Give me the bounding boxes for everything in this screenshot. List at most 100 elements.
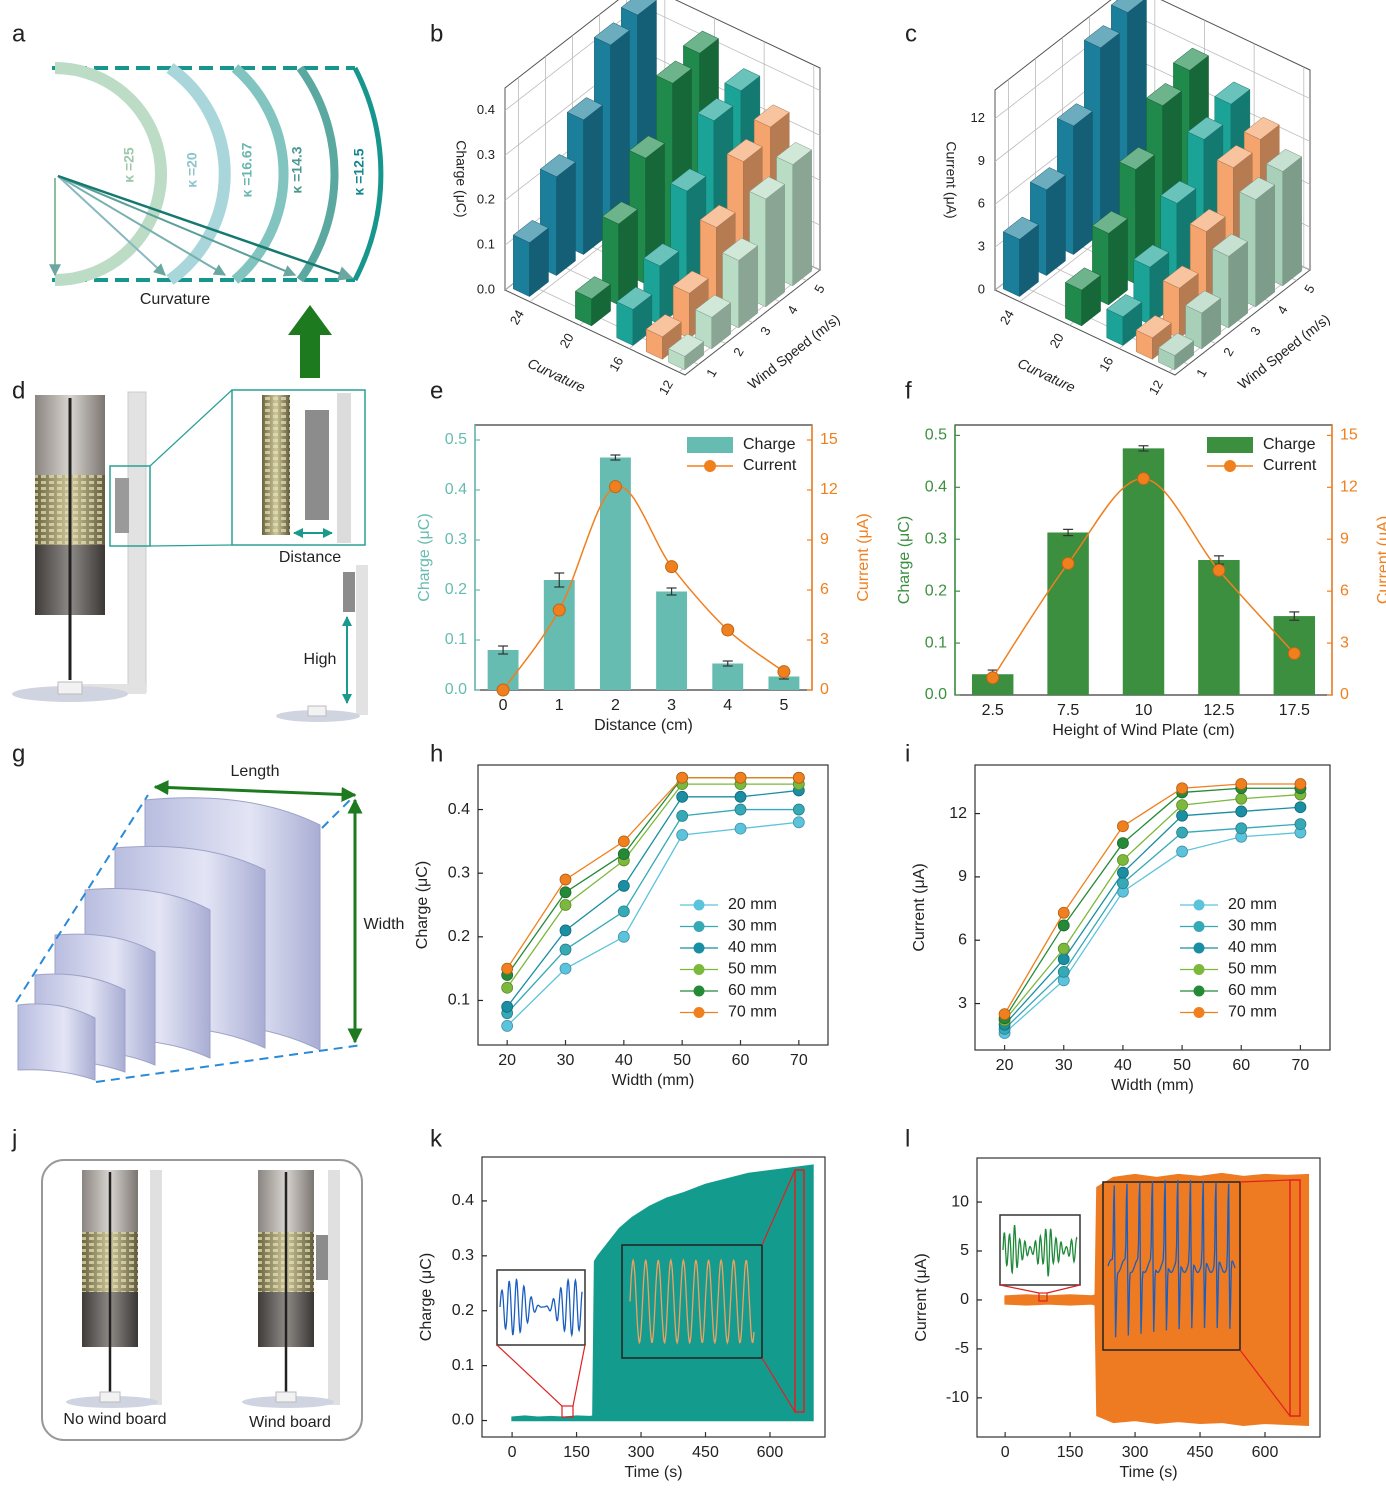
legend-label: 70 mm <box>728 1004 777 1021</box>
legend-marker <box>694 1007 705 1018</box>
y-tick-label: 0.2 <box>925 582 947 599</box>
board-comparison: No wind board Wind board <box>42 1160 362 1440</box>
bar <box>1198 560 1239 695</box>
y-tick-label: 6 <box>978 196 985 211</box>
x-tick-label: 3 <box>757 324 774 338</box>
small-plate <box>343 572 355 612</box>
bar-side <box>766 184 785 306</box>
current-point <box>987 672 999 684</box>
zoom-line <box>150 545 232 546</box>
current-point <box>1138 473 1150 485</box>
y-axis-title: Charge (μC) <box>453 140 469 217</box>
legend-marker <box>1194 964 1205 975</box>
bar-front <box>513 235 529 297</box>
y-tick-label: 0.0 <box>477 281 495 296</box>
x-axis-title: Distance (cm) <box>594 717 693 734</box>
point <box>502 1001 513 1012</box>
high-label: High <box>304 651 337 668</box>
panel-letter: l <box>905 1125 910 1152</box>
x-tick-label: 20 <box>498 1052 516 1069</box>
x-axis-title: Height of Wind Plate (cm) <box>1052 722 1234 739</box>
z-tick-label: 20 <box>1046 331 1066 351</box>
y-tick-label: 0.1 <box>448 992 470 1009</box>
x-tick-label: 300 <box>628 1444 655 1461</box>
legend-marker <box>1194 1007 1205 1018</box>
y-tick-label: 12 <box>949 805 967 822</box>
x-tick-label: 2 <box>611 697 620 714</box>
x-tick-label: 70 <box>790 1052 808 1069</box>
y-tick-label: 0.0 <box>925 686 947 703</box>
x-tick-label: 7.5 <box>1057 702 1079 719</box>
legend-marker <box>694 943 705 954</box>
x-tick-label: 2 <box>730 345 747 359</box>
y-tick-label: 0.1 <box>452 1357 474 1374</box>
y-tick-label: 0.3 <box>448 864 470 881</box>
y-tick-label: 0.2 <box>477 192 495 207</box>
y2-tick-label: 6 <box>820 581 829 598</box>
point <box>1177 827 1188 838</box>
panel-letter: i <box>905 740 910 767</box>
bar-side <box>1229 242 1248 328</box>
y-axis-title: Charge (μC) <box>414 861 431 949</box>
point <box>677 830 688 841</box>
kappa-label: κ =12.5 <box>351 148 367 195</box>
legend-label: Charge <box>743 436 796 453</box>
point <box>618 849 629 860</box>
point <box>793 772 804 783</box>
x-tick-label: 4 <box>723 697 732 714</box>
y-tick-label: 0.5 <box>445 431 467 448</box>
point <box>1117 821 1128 832</box>
point <box>793 804 804 815</box>
y-axis-title: Charge (μC) <box>418 1253 435 1341</box>
legend-label: 60 mm <box>1228 982 1277 999</box>
y-tick-label: 0.2 <box>448 928 470 945</box>
point <box>1058 907 1069 918</box>
z-tick-label: 12 <box>656 378 676 398</box>
point <box>1236 806 1247 817</box>
y-tick-label: 0.4 <box>448 801 470 818</box>
point <box>502 982 513 993</box>
current-point <box>722 624 734 636</box>
x-tick-label: 0 <box>499 697 508 714</box>
up-arrow <box>288 305 332 378</box>
kappa-label: κ =14.3 <box>289 146 305 193</box>
y2-tick-label: 15 <box>820 431 838 448</box>
x-tick-label: 40 <box>615 1052 633 1069</box>
y-tick-label: 0 <box>960 1291 969 1308</box>
legend-label: 20 mm <box>728 896 777 913</box>
point <box>1058 920 1069 931</box>
point <box>1236 779 1247 790</box>
bar-side <box>1283 157 1302 286</box>
bar <box>1047 532 1088 695</box>
panel-letter: f <box>905 377 912 404</box>
z-tick-label: 24 <box>507 307 527 327</box>
board <box>150 1170 162 1405</box>
point <box>735 772 746 783</box>
point <box>1295 802 1306 813</box>
board <box>328 1170 340 1405</box>
y-tick-label: 0.3 <box>452 1247 474 1264</box>
bar <box>656 592 687 691</box>
legend-marker <box>694 986 705 997</box>
legend-label: 20 mm <box>1228 896 1277 913</box>
bar-side <box>1047 175 1066 275</box>
y-tick-label: 9 <box>958 868 967 885</box>
y-tick-label: 0.0 <box>445 681 467 698</box>
x-tick-label: 4 <box>784 303 801 317</box>
point <box>1177 846 1188 857</box>
x-tick-label: 12.5 <box>1203 702 1234 719</box>
y-tick-label: 6 <box>958 931 967 948</box>
y-tick-label: 0.5 <box>925 427 947 444</box>
point <box>618 880 629 891</box>
y2-tick-label: 3 <box>1340 634 1349 651</box>
current-point <box>1288 647 1300 659</box>
y-tick-label: 0.2 <box>452 1302 474 1319</box>
y-axis-title: Charge (μC) <box>896 516 913 604</box>
legend-label: 40 mm <box>1228 939 1277 956</box>
y-axis-title: Current (μA) <box>943 141 959 218</box>
kappa-label: κ =25 <box>121 147 137 183</box>
y-tick-label: 0.4 <box>925 479 947 496</box>
legend-swatch <box>1207 437 1253 453</box>
y-tick-label: 0.3 <box>445 531 467 548</box>
x-tick-label: 30 <box>1055 1057 1073 1074</box>
